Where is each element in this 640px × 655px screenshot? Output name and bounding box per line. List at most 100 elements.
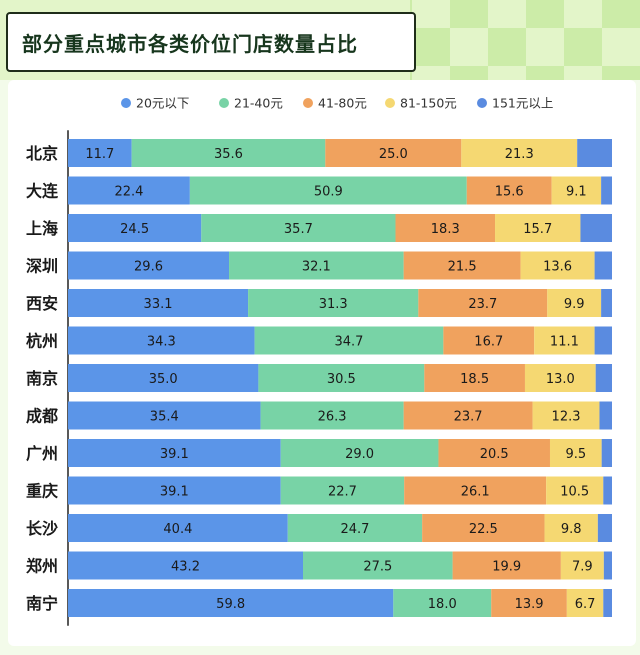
bar-segment [520,251,595,280]
data-label: 35.0 [149,372,178,387]
bar-segment [68,476,281,505]
bar-row: 深圳 29.6 32.1 21.5 13.6 [26,251,612,280]
category-label: 南京 [26,369,58,388]
legend-item: 81-150元 [385,96,457,111]
legend-label: 41-80元 [318,96,367,111]
bar-segment [601,176,612,205]
category-label: 郑州 [26,557,58,576]
legend-item: 151元以上 [477,96,553,111]
legend-swatch [385,98,395,108]
data-label: 18.5 [460,372,489,387]
checker-square [564,28,602,66]
data-label: 34.3 [147,335,176,350]
data-label: 32.1 [302,260,331,275]
bar-segment [461,139,578,167]
bar-row: 重庆 39.1 22.7 26.1 10.5 [26,476,612,505]
category-label: 上海 [26,219,58,238]
bar-segment [201,214,396,242]
category-label: 南宁 [26,594,58,613]
data-label: 16.7 [474,335,503,350]
bar-segment [68,139,132,167]
bar-row: 广州 39.1 29.0 20.5 9.5 [26,439,612,467]
bar-segment [403,401,533,430]
bar-segment [68,251,230,280]
bar-segment [544,514,598,542]
legend-item: 41-80元 [303,96,367,111]
bar-row: 大连 22.4 50.9 15.6 9.1 [26,176,612,205]
data-label: 13.9 [515,597,544,612]
bar-segment [229,251,404,280]
legend-swatch [121,98,131,108]
data-label: 11.1 [550,335,579,350]
category-label: 西安 [26,294,58,313]
bar-segment [404,476,547,505]
bar-segment [491,589,567,617]
bar-segment [551,176,602,205]
legend-label: 151元以上 [492,96,553,111]
bar-segment [68,401,261,430]
data-label: 26.1 [461,485,490,500]
data-label: 21.5 [448,260,477,275]
bar-row: 长沙 40.4 24.7 22.5 9.8 [26,514,612,542]
data-label: 34.7 [334,335,363,350]
data-label: 9.9 [564,297,585,312]
legend-label: 81-150元 [400,96,457,111]
data-label: 29.6 [134,260,163,275]
bar-segment [601,289,612,317]
checker-decoration [410,0,640,80]
bar-segment [189,176,467,205]
data-label: 59.8 [216,597,245,612]
bar-segment [68,514,288,542]
bar-segment [68,289,249,317]
bar-segment [131,139,326,167]
bar-segment [580,214,612,242]
bar-segment [595,364,612,392]
checker-square [602,0,640,28]
data-label: 26.3 [318,410,347,425]
data-label: 7.9 [572,560,593,575]
data-label: 35.7 [284,222,313,237]
checker-square [526,66,564,80]
data-label: 21.3 [505,147,534,162]
category-label: 深圳 [26,257,58,276]
bar-segment [603,551,612,580]
bar-row: 南京 35.0 30.5 18.5 13.0 [26,364,612,392]
data-label: 15.6 [495,185,524,200]
checker-square [410,66,412,80]
data-label: 27.5 [363,560,392,575]
bar-segment [68,589,394,617]
title-box: 部分重点城市各类价位门店数量占比 [6,12,416,72]
data-label: 35.6 [214,147,243,162]
category-label: 广州 [26,444,58,463]
data-label: 22.5 [469,522,498,537]
data-label: 19.9 [492,560,521,575]
bar-segment [68,439,281,467]
checker-square [412,28,450,66]
data-label: 23.7 [468,297,497,312]
legend-swatch [219,98,229,108]
bar-segment [68,326,255,355]
bar-segment [599,401,612,430]
bar-segment [68,214,202,242]
bar-segment [466,176,552,205]
header-banner: 部分重点城市各类价位门店数量占比 [0,0,640,80]
bar-segment [549,439,602,467]
data-label: 33.1 [144,297,173,312]
bar-segment [452,551,561,580]
data-label: 13.0 [546,372,575,387]
legend-label: 20元以下 [136,96,189,111]
bar-segment [280,439,439,467]
bar-segment [524,364,596,392]
chart-panel: 20元以下 21-40元 41-80元 81-150元 151元以上 北京 11.7 35.6… [8,80,636,646]
checker-square [488,28,526,66]
checker-square [526,0,564,28]
data-label: 15.7 [523,222,552,237]
bar-segment [422,514,545,542]
bar-row: 郑州 43.2 27.5 19.9 7.9 [26,551,612,580]
data-label: 43.2 [171,560,200,575]
data-label: 18.0 [428,597,457,612]
bar-row: 北京 11.7 35.6 25.0 21.3 [26,139,612,167]
bar-segment [280,476,405,505]
bar-segment [560,551,604,580]
